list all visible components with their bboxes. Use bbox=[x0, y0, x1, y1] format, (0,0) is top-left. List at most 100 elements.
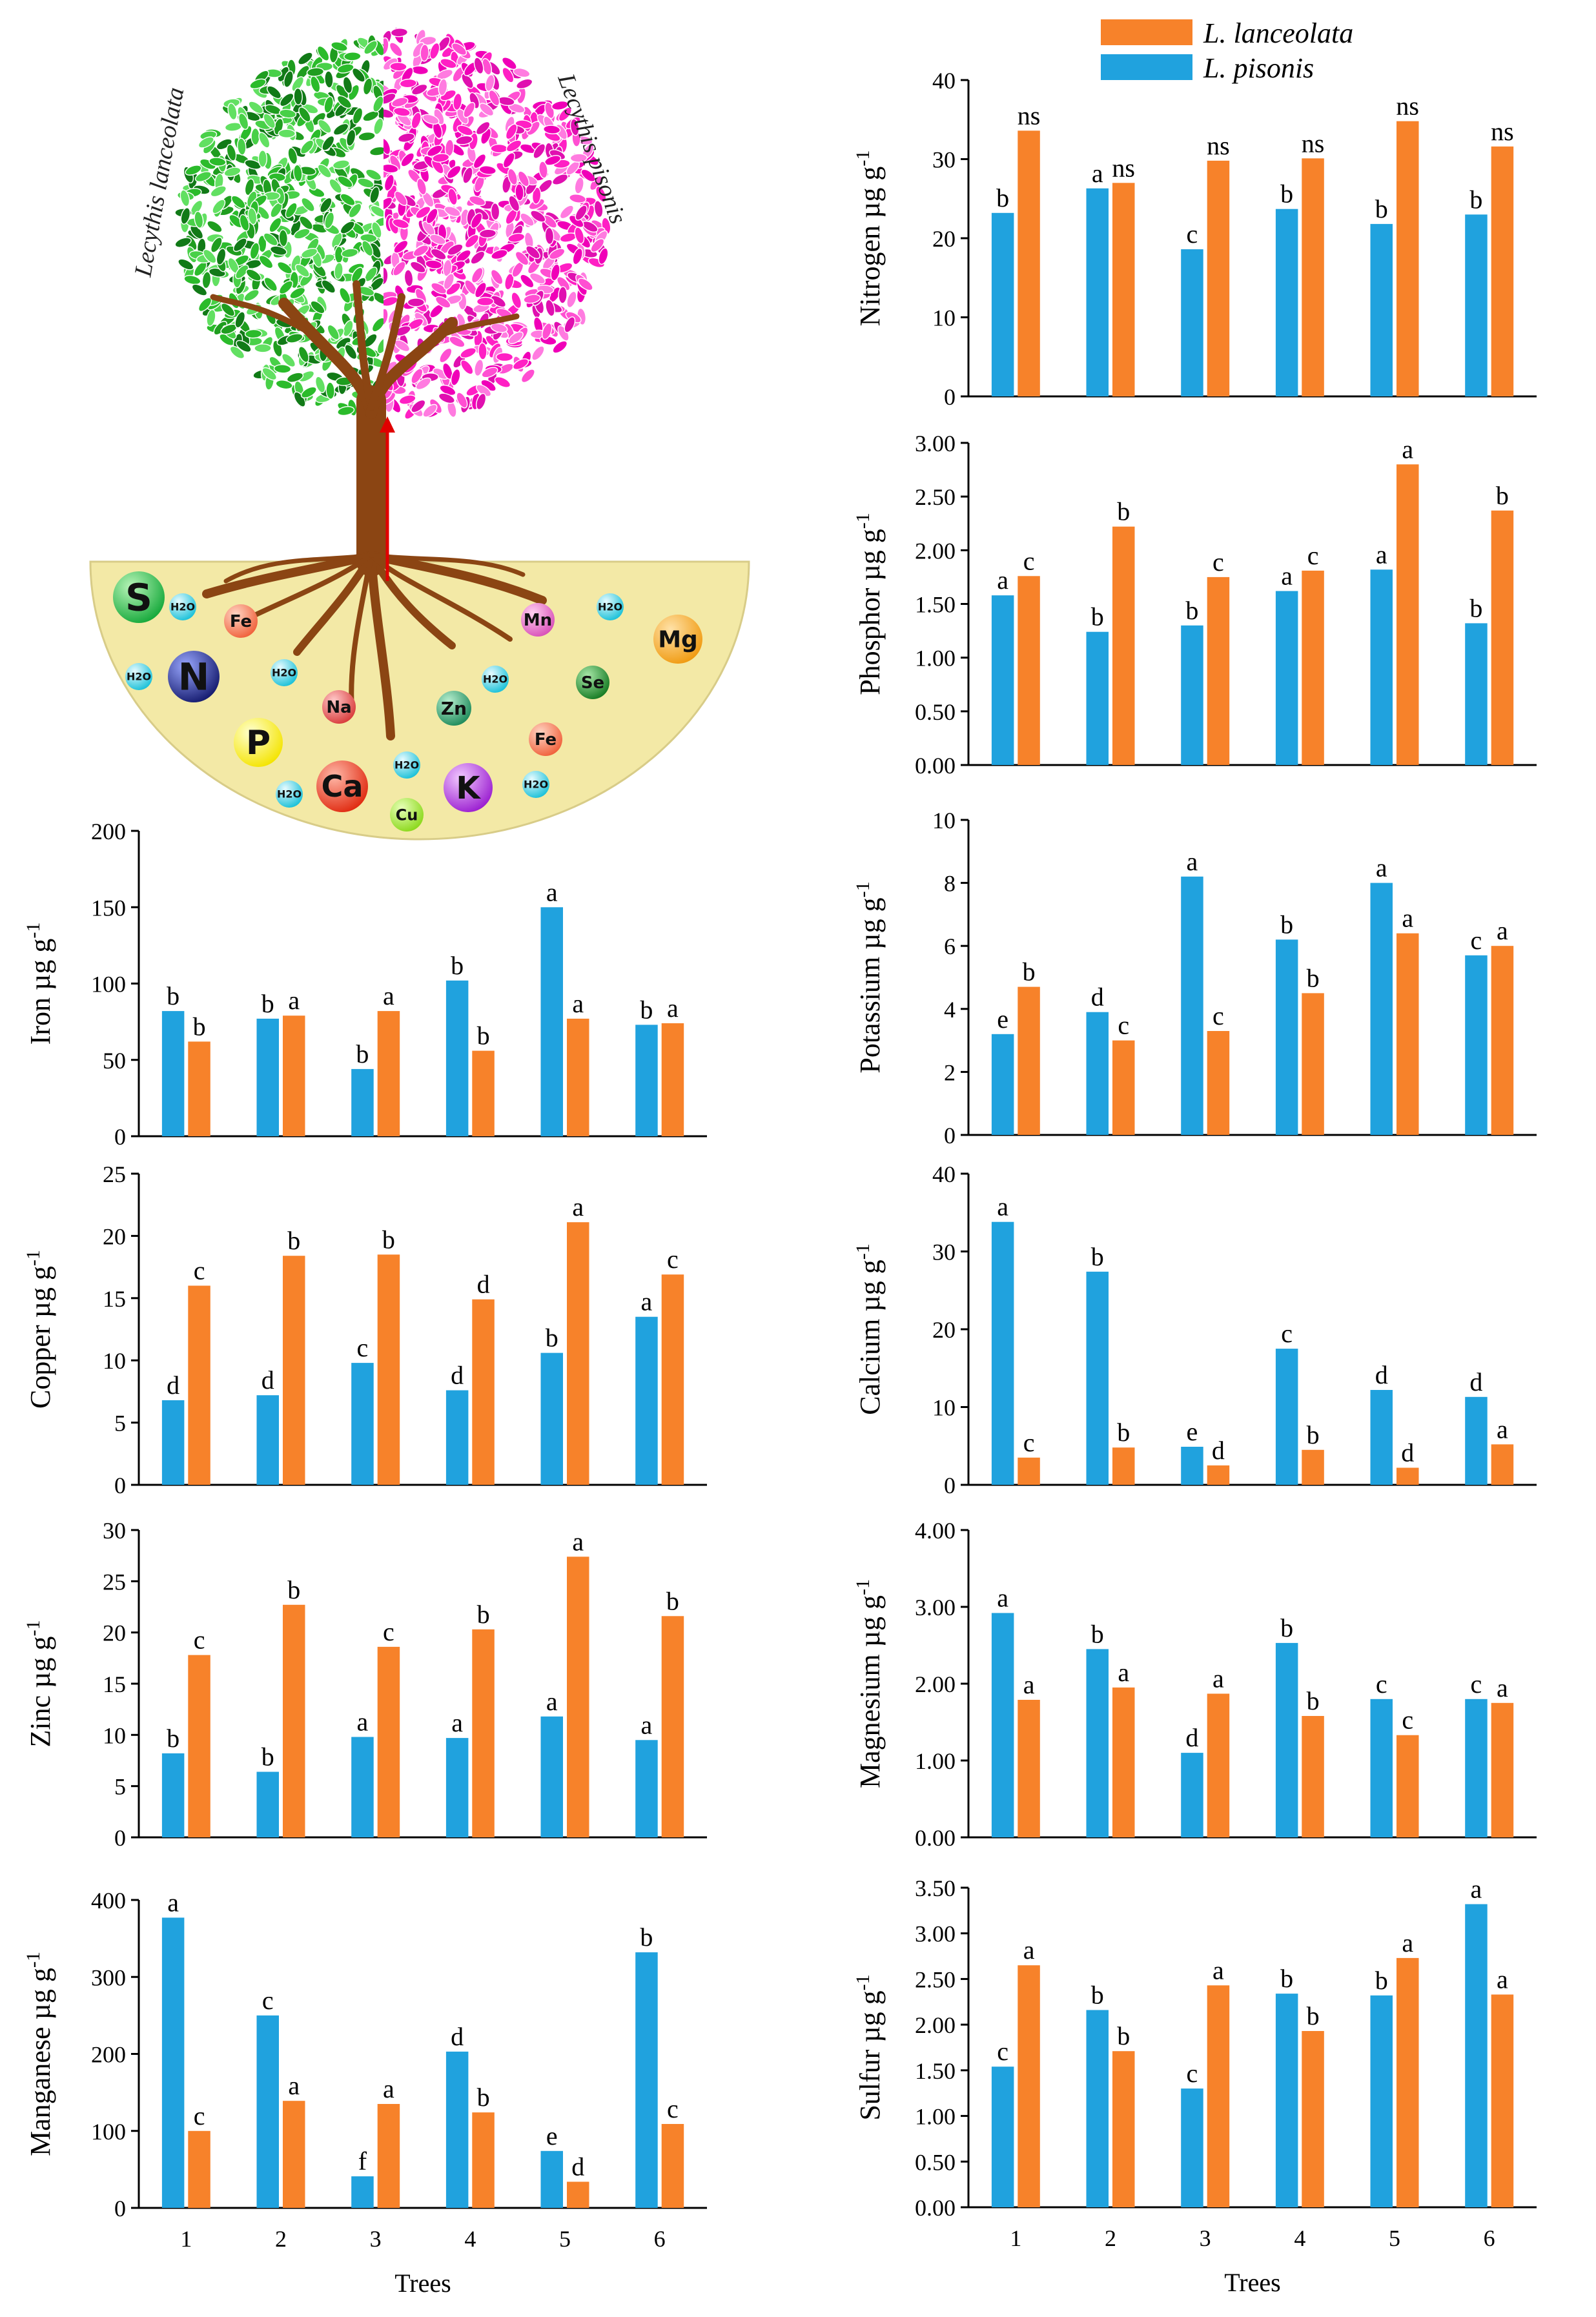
leaf bbox=[431, 282, 447, 294]
y-axis-label: Copper µg g-1 bbox=[23, 1250, 56, 1409]
leaf bbox=[298, 52, 313, 65]
leaf bbox=[440, 58, 457, 69]
y-tick-label: 100 bbox=[91, 2119, 126, 2145]
sig-letter-lanceolata-tree-4: b bbox=[1307, 1420, 1320, 1449]
sig-letter-lanceolata-tree-6: a bbox=[667, 994, 679, 1023]
leaf bbox=[363, 40, 378, 55]
bar-pisonis-tree-5 bbox=[1370, 1699, 1393, 1837]
leaf bbox=[269, 245, 287, 256]
y-tick-label: 2 bbox=[944, 1059, 956, 1085]
leaf bbox=[481, 367, 498, 378]
leaf bbox=[505, 123, 518, 140]
sig-letter-pisonis-tree-1: a bbox=[997, 566, 1008, 595]
sig-letter-lanceolata-tree-5: a bbox=[572, 989, 584, 1018]
y-tick-label: 15 bbox=[103, 1286, 126, 1312]
bar-pisonis-tree-1 bbox=[161, 1917, 185, 2208]
leaf bbox=[550, 263, 560, 281]
sig-letter-pisonis-tree-6: a bbox=[1471, 1875, 1482, 1904]
sig-letter-pisonis-tree-3: e bbox=[1187, 1417, 1198, 1446]
bar-pisonis-tree-5 bbox=[1370, 1995, 1393, 2207]
bar-pisonis-tree-6 bbox=[1465, 1699, 1488, 1837]
sig-letter-lanceolata-tree-1: c bbox=[194, 1256, 205, 1285]
bar-lanceolata-tree-5 bbox=[1396, 464, 1419, 765]
sig-letter-lanceolata-tree-6: b bbox=[1496, 481, 1509, 510]
bar-pisonis-tree-1 bbox=[161, 1011, 185, 1136]
leaf bbox=[384, 37, 389, 56]
y-tick-label: 200 bbox=[91, 2042, 126, 2068]
sig-letter-lanceolata-tree-6: a bbox=[1497, 1965, 1508, 1994]
sig-letter-pisonis-tree-4: b bbox=[1280, 179, 1293, 209]
bar-pisonis-tree-2 bbox=[1086, 1271, 1109, 1485]
sig-letter-lanceolata-tree-6: b bbox=[666, 1586, 679, 1615]
sig-letter-lanceolata-tree-3: a bbox=[383, 2074, 394, 2103]
leaf bbox=[254, 343, 272, 353]
bar-pisonis-tree-3 bbox=[351, 1068, 374, 1136]
sig-letter-pisonis-tree-2: b bbox=[261, 1742, 274, 1771]
bar-pisonis-tree-4 bbox=[445, 2051, 469, 2208]
bar-lanceolata-tree-4 bbox=[1302, 1716, 1324, 1837]
bar-lanceolata-tree-5 bbox=[1396, 121, 1419, 396]
sig-letter-pisonis-tree-4: b bbox=[451, 951, 464, 980]
leaf bbox=[595, 185, 607, 203]
leaf bbox=[191, 283, 208, 296]
sig-letter-lanceolata-tree-4: b bbox=[477, 1600, 490, 1629]
bar-pisonis-tree-1 bbox=[161, 1400, 185, 1485]
x-tick-label: 3 bbox=[370, 2226, 382, 2252]
green-canopy bbox=[174, 34, 384, 422]
leaf bbox=[460, 360, 474, 375]
y-tick-label: 8 bbox=[944, 871, 956, 897]
sig-letter-lanceolata-tree-6: a bbox=[1497, 1673, 1508, 1702]
bar-lanceolata-tree-1 bbox=[1018, 1965, 1040, 2207]
leaf bbox=[490, 323, 508, 333]
bar-lanceolata-tree-3 bbox=[1207, 160, 1230, 396]
nutrient-h2o-label: H2O bbox=[524, 779, 548, 791]
leaf bbox=[512, 358, 529, 371]
leaf bbox=[531, 345, 545, 361]
leaf bbox=[533, 143, 546, 159]
sig-letter-lanceolata-tree-5: a bbox=[1402, 904, 1413, 933]
sig-letter-lanceolata-tree-1: a bbox=[1023, 1935, 1035, 1965]
leaf bbox=[469, 195, 486, 207]
leaf bbox=[325, 382, 335, 400]
leaf bbox=[397, 132, 415, 143]
leaf bbox=[324, 70, 334, 88]
leaf bbox=[415, 206, 431, 219]
y-tick-label: 0.50 bbox=[915, 699, 956, 725]
sig-letter-lanceolata-tree-5: c bbox=[1402, 1706, 1413, 1735]
leaf bbox=[598, 247, 609, 265]
leaf bbox=[389, 42, 403, 57]
leaf bbox=[316, 45, 330, 61]
leaf bbox=[450, 369, 461, 386]
sig-letter-lanceolata-tree-4: b bbox=[477, 1021, 490, 1050]
bar-lanceolata-tree-5 bbox=[567, 1222, 589, 1485]
leaf bbox=[249, 78, 267, 90]
sig-letter-pisonis-tree-5: d bbox=[1375, 1360, 1388, 1389]
leaf bbox=[461, 73, 474, 89]
bar-lanceolata-tree-6 bbox=[1491, 946, 1514, 1135]
bar-pisonis-tree-5 bbox=[540, 2150, 563, 2208]
sig-letter-pisonis-tree-5: a bbox=[546, 877, 558, 906]
sig-letter-lanceolata-tree-1: c bbox=[194, 1626, 205, 1655]
nutrient-zn-ball bbox=[436, 691, 471, 726]
bar-pisonis-tree-6 bbox=[1465, 1904, 1488, 2207]
leaf bbox=[278, 280, 294, 295]
bar-lanceolata-tree-2 bbox=[1112, 1447, 1135, 1485]
sig-letter-pisonis-tree-2: b bbox=[1091, 602, 1104, 631]
bar-lanceolata-tree-3 bbox=[377, 1011, 400, 1136]
nutrient-se-label: Se bbox=[581, 673, 604, 693]
legend-swatch-pisonis bbox=[1101, 54, 1192, 80]
bar-lanceolata-tree-3 bbox=[1207, 1465, 1230, 1485]
leaf bbox=[464, 234, 480, 249]
leaf bbox=[526, 245, 540, 260]
leaf bbox=[507, 232, 526, 243]
bar-pisonis-tree-3 bbox=[1181, 625, 1203, 765]
bar-pisonis-tree-4 bbox=[445, 980, 469, 1136]
bar-lanceolata-tree-1 bbox=[188, 2130, 210, 2209]
sig-letter-lanceolata-tree-1: c bbox=[194, 2101, 205, 2130]
leaf bbox=[285, 333, 303, 343]
sig-letter-pisonis-tree-6: b bbox=[1469, 593, 1482, 622]
leaf bbox=[411, 65, 429, 76]
sig-letter-pisonis-tree-5: a bbox=[1376, 540, 1387, 569]
leaf bbox=[478, 165, 496, 175]
